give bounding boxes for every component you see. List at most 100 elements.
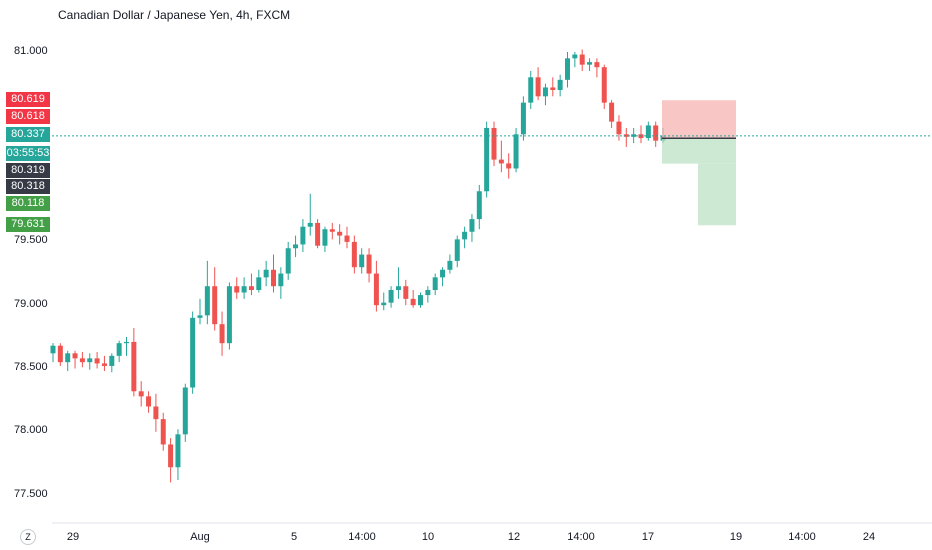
candle-up bbox=[572, 54, 578, 59]
candle-down bbox=[579, 54, 585, 65]
candle-down bbox=[373, 273, 379, 306]
candle-down bbox=[550, 87, 556, 90]
candle-up bbox=[263, 269, 269, 278]
candle-down bbox=[212, 286, 218, 325]
candle-down bbox=[410, 298, 416, 306]
candle-down bbox=[506, 163, 512, 169]
candle-up bbox=[440, 269, 446, 278]
candle-up bbox=[454, 239, 460, 261]
candle-up bbox=[50, 345, 56, 354]
candle-up bbox=[557, 79, 563, 90]
candle-up bbox=[476, 191, 482, 220]
alert-price-tag: 80.618 bbox=[6, 109, 50, 124]
candle-down bbox=[337, 231, 343, 236]
candle-up bbox=[462, 231, 468, 240]
candle-up bbox=[322, 229, 328, 246]
reward-zone-2 bbox=[698, 163, 736, 226]
candle-down bbox=[535, 77, 541, 97]
candle-up bbox=[381, 302, 387, 306]
time-label-12: 12 bbox=[507, 531, 521, 543]
current-price-tag: 80.337 bbox=[6, 127, 50, 142]
candle-up bbox=[513, 134, 519, 169]
candle-down bbox=[653, 125, 659, 141]
candle-down bbox=[594, 62, 600, 68]
candle-down bbox=[403, 286, 409, 299]
countdown-tag: 03:55:53 bbox=[6, 146, 50, 161]
candle-down bbox=[101, 363, 107, 366]
candle-up bbox=[359, 254, 365, 268]
candle-down bbox=[271, 269, 276, 287]
candle-up bbox=[469, 219, 475, 232]
candle-down bbox=[234, 286, 240, 293]
candle-up bbox=[124, 341, 129, 344]
reward-zone-1 bbox=[662, 138, 736, 164]
candle-down bbox=[491, 127, 497, 160]
time-label-1400-b: 14:00 bbox=[567, 531, 595, 543]
candle-up bbox=[285, 248, 291, 274]
candle-down bbox=[616, 121, 622, 135]
candle-down bbox=[79, 358, 85, 363]
candle-down bbox=[138, 391, 144, 397]
candle-down bbox=[168, 444, 174, 468]
candle-up bbox=[109, 355, 115, 366]
candle-up bbox=[447, 260, 453, 270]
candle-up bbox=[65, 353, 71, 363]
candle-up bbox=[587, 62, 593, 65]
price-label-79500: 79.500 bbox=[14, 234, 48, 246]
candle-up bbox=[190, 317, 196, 388]
zoom-button[interactable]: Z bbox=[20, 529, 36, 545]
price-label-77500: 77.500 bbox=[14, 488, 48, 500]
time-label-5: 5 bbox=[290, 531, 298, 543]
candle-down bbox=[146, 396, 152, 407]
candle-down bbox=[623, 134, 629, 137]
candle-down bbox=[153, 406, 159, 420]
stop-price-tag: 80.619 bbox=[6, 92, 50, 107]
time-label-1400-a: 14:00 bbox=[348, 531, 376, 543]
candle-up bbox=[293, 244, 299, 249]
candle-up bbox=[256, 277, 262, 291]
candle-up bbox=[175, 434, 181, 468]
time-label-17: 17 bbox=[641, 531, 655, 543]
time-label-29: 29 bbox=[66, 531, 80, 543]
time-label-10: 10 bbox=[421, 531, 435, 543]
candle-down bbox=[72, 353, 78, 359]
candle-down bbox=[131, 341, 137, 392]
candle-up bbox=[388, 290, 394, 303]
position-tool[interactable] bbox=[662, 100, 736, 226]
price-label-78500: 78.500 bbox=[14, 361, 48, 373]
time-label-aug: Aug bbox=[190, 531, 210, 543]
candle-up bbox=[204, 286, 210, 316]
candle-up bbox=[425, 290, 431, 296]
entry-price-tag: 80.319 bbox=[6, 163, 50, 178]
candle-down bbox=[329, 229, 335, 232]
candle-up bbox=[278, 273, 284, 287]
candles-layer bbox=[50, 49, 666, 483]
price-label-79000: 79.000 bbox=[14, 298, 48, 310]
candle-down bbox=[601, 67, 607, 103]
price-label-78000: 78.000 bbox=[14, 424, 48, 436]
candle-up bbox=[484, 127, 490, 192]
candle-up bbox=[241, 286, 247, 293]
candle-up bbox=[307, 222, 313, 227]
target2-price-tag: 79.631 bbox=[6, 217, 50, 232]
risk-zone bbox=[662, 100, 736, 139]
candle-down bbox=[248, 286, 254, 291]
candle-down bbox=[351, 241, 357, 268]
time-label-19: 19 bbox=[729, 531, 743, 543]
candle-up bbox=[116, 343, 122, 356]
price-label-81000: 81.000 bbox=[14, 45, 48, 57]
candle-down bbox=[94, 358, 100, 364]
time-label-1400-c: 14:00 bbox=[788, 531, 816, 543]
candle-down bbox=[609, 102, 615, 122]
candle-up bbox=[645, 125, 651, 139]
candle-up bbox=[87, 358, 93, 363]
chart-title: Canadian Dollar / Japanese Yen, 4h, FXCM bbox=[58, 8, 291, 22]
candle-up bbox=[300, 226, 306, 245]
entry-price-tag-2: 80.318 bbox=[6, 179, 50, 194]
candle-up bbox=[528, 77, 534, 103]
candle-up bbox=[182, 387, 188, 435]
candle-down bbox=[344, 235, 350, 242]
candle-up bbox=[565, 58, 570, 80]
candle-up bbox=[226, 286, 232, 344]
